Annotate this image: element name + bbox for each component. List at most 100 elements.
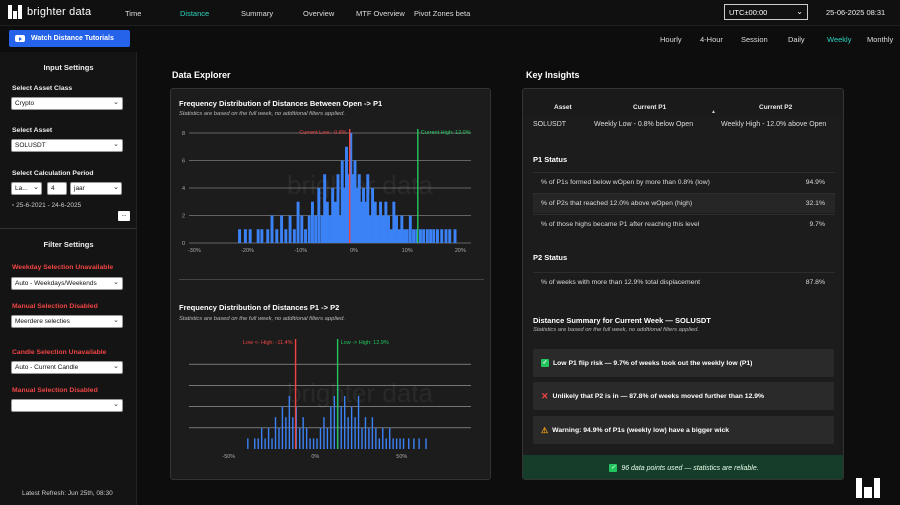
p1-stat-row: % of P2s that reached 12.0% above wOpen … [533,193,835,213]
histogram-bar [425,229,429,243]
data-points-footer: ✓ 96 data points used — statistics are r… [523,455,843,479]
stat-value: 32.1% [805,200,825,207]
asset-select[interactable]: SOLUSDT ⌄ [11,139,123,152]
nav-mtf-overview[interactable]: MTF Overview [356,9,405,18]
manual-selection-2-select[interactable]: ⌄ [11,399,123,412]
histogram-bar [418,438,420,449]
x-tick-label: 0% [350,248,358,254]
asset-class-select[interactable]: Crypto ⌄ [11,97,123,110]
nav-pivot-zones[interactable]: Pivot Zones beta [414,9,471,18]
histogram-bar [412,229,415,243]
filter-settings-heading: Filter Settings [43,240,94,249]
histogram-bar [379,201,383,243]
histogram-bar [316,438,318,449]
histogram-bar [392,201,396,243]
histogram-bar [254,438,256,449]
histogram-bar [275,229,279,243]
histogram-bar [317,188,321,243]
chart1-title: Frequency Distribution of Distances Betw… [179,99,383,108]
histogram-bar [408,215,412,243]
annotation-label: Low <- High: -11.4% [243,340,293,346]
timezone-value: UTC±00:00 [729,8,768,17]
asset-value: SOLUSDT [15,142,46,149]
x-tick-label: -30% [188,248,201,254]
histogram-bar [371,417,374,449]
tab-4-hour[interactable]: 4-Hour [700,35,723,44]
nav-distance[interactable]: Distance [180,9,210,18]
sort-up-icon[interactable]: ▲ [711,109,716,115]
histogram-bar [340,406,342,449]
tab-daily[interactable]: Daily [788,35,805,44]
brand-logo[interactable]: brighter data [8,5,91,19]
histogram-bar [408,438,410,449]
period-count-value: 4 [51,185,55,192]
manual-selection-select[interactable]: Meerdere selecties ⌄ [11,315,123,328]
histogram-bar [425,438,427,449]
tab-hourly[interactable]: Hourly [660,35,682,44]
tab-monthly[interactable]: Monthly [867,35,894,44]
histogram-bar [375,427,377,449]
histogram-bar [440,229,444,243]
histogram-bar [405,229,409,243]
insight-card-flip-risk: ✓ Low P1 flip risk — 9.7% of weeks took … [533,349,834,377]
chevron-down-icon: ⌄ [113,363,119,370]
x-tick-label: 50% [396,454,407,460]
period-unit-select[interactable]: La... ⌄ [11,182,42,195]
header-asset[interactable]: Asset [554,104,572,111]
card-text: Warning: 94.9% of P1s (weekly low) have … [552,426,730,434]
histogram-bar [312,438,315,449]
header-current-p2[interactable]: Current P2 [759,104,793,111]
histogram-bar [388,427,391,449]
logo-text: brighter data [27,6,92,18]
nav-time[interactable]: Time [125,9,142,18]
histogram-bar [256,229,260,243]
tab-weekly[interactable]: Weekly [827,35,852,44]
manual-selection-label: Manual Selection Disabled [12,303,98,310]
asset-class-value: Crypto [15,100,35,107]
stat-value: 87.8% [805,279,825,286]
y-tick-label: 0 [182,241,185,247]
histogram-bar [387,215,390,243]
histogram-bar [413,438,415,449]
histogram-bar [302,417,304,449]
chevron-down-icon: ⌄ [113,184,119,191]
histogram-bar [371,188,375,243]
candle-select[interactable]: Auto - Current Candle ⌄ [11,361,123,374]
manual-selection-2-label: Manual Selection Disabled [12,387,98,394]
histogram-bar [267,427,270,449]
histogram-bar [448,229,452,243]
period-count-input[interactable]: 4 [47,182,67,195]
chart-divider [179,279,484,280]
cell-current-p2: Weekly High - 12.0% above Open [721,121,827,128]
x-tick-label: -20% [241,248,254,254]
watch-tutorials-button[interactable]: Watch Distance Tutorials [9,30,130,47]
histogram-bar [403,229,406,243]
period-type-select[interactable]: jaar ⌄ [70,182,122,195]
chevron-down-icon: ⌄ [113,99,119,106]
period-type-value: jaar [74,185,85,192]
cell-asset: SOLUSDT [533,121,567,128]
weekday-select[interactable]: Auto - Weekdays/Weekends ⌄ [11,277,123,290]
histogram-bar [304,229,307,243]
histogram-bar [305,427,308,449]
input-settings-heading: Input Settings [43,63,94,72]
date-range[interactable]: ▫ 25-6-2021 - 24-6-2025 [12,202,81,209]
nav-overview[interactable]: Overview [303,9,335,18]
histogram-bar [347,174,351,243]
timezone-select[interactable]: UTC±00:00 ⌄ [724,4,808,20]
histogram-bar [357,396,360,449]
check-icon: ✓ [609,464,618,472]
y-tick-label: 2 [182,214,185,220]
histogram-bar [392,438,394,449]
histogram-bar [429,229,433,243]
histogram-bar [399,438,401,449]
histogram-bar [314,215,318,243]
more-options-button[interactable]: ... [118,211,130,221]
nav-summary[interactable]: Summary [241,9,274,18]
chart2-histogram: brighter data Low <- High: -11.4% Low -> H… [189,339,471,460]
insights-table-header [523,89,843,117]
header-current-p1[interactable]: Current P1 [633,104,667,111]
histogram-bar [368,215,372,243]
y-tick-label: 6 [182,159,185,165]
tab-session[interactable]: Session [741,35,768,44]
